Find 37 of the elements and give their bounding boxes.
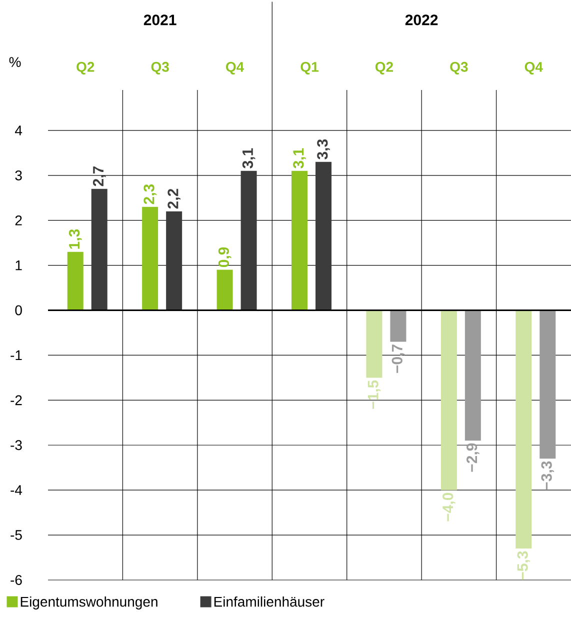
x-tick-label: Q4 [524, 62, 543, 74]
y-tick-label: -6 [10, 575, 22, 585]
x-tick-label: Q3 [450, 62, 468, 74]
x-tick-label: Q3 [151, 62, 169, 74]
y-tick-label: -3 [10, 440, 22, 450]
y-tick-label: -4 [10, 485, 22, 495]
y-tick-label: 0 [15, 305, 22, 316]
data-label: −0,7 [392, 344, 405, 373]
y-tick-label: -2 [10, 395, 22, 406]
data-label: −2,9 [466, 443, 480, 472]
legend-label: Eigentumswohnungen [20, 596, 158, 610]
x-tick-label: Q4 [226, 62, 244, 74]
y-tick-label: -5 [10, 530, 22, 540]
data-label: 2,3 [144, 184, 156, 204]
data-label: 3,1 [242, 148, 256, 168]
data-label: 3,1 [293, 148, 306, 168]
data-label: −5,3 [517, 551, 530, 580]
y-tick-label: 1 [16, 260, 22, 270]
y-tick-label: -1 [10, 350, 22, 360]
text: 2021 [144, 14, 176, 26]
legend-label: Einfamilienhäuser [214, 596, 324, 607]
y-tick-label: 2 [15, 215, 22, 226]
data-label: 0,9 [218, 247, 232, 268]
y-tick-label: 3 [15, 170, 22, 180]
x-tick-label: Q1 [300, 62, 318, 74]
data-label: −4,0 [442, 492, 456, 522]
data-label: 2,7 [92, 166, 106, 186]
data-label: 2,2 [168, 188, 180, 209]
x-tick-label: Q2 [76, 62, 94, 74]
x-tick-label: Q2 [375, 62, 393, 74]
data-label: 3,3 [317, 139, 330, 160]
data-label: 1,3 [68, 229, 82, 249]
y-axis-title: % [9, 57, 21, 67]
data-label: −1,5 [368, 380, 381, 409]
text: 2022 [405, 14, 438, 26]
data-label: −3,3 [541, 461, 554, 490]
y-tick-label: 4 [14, 126, 22, 136]
